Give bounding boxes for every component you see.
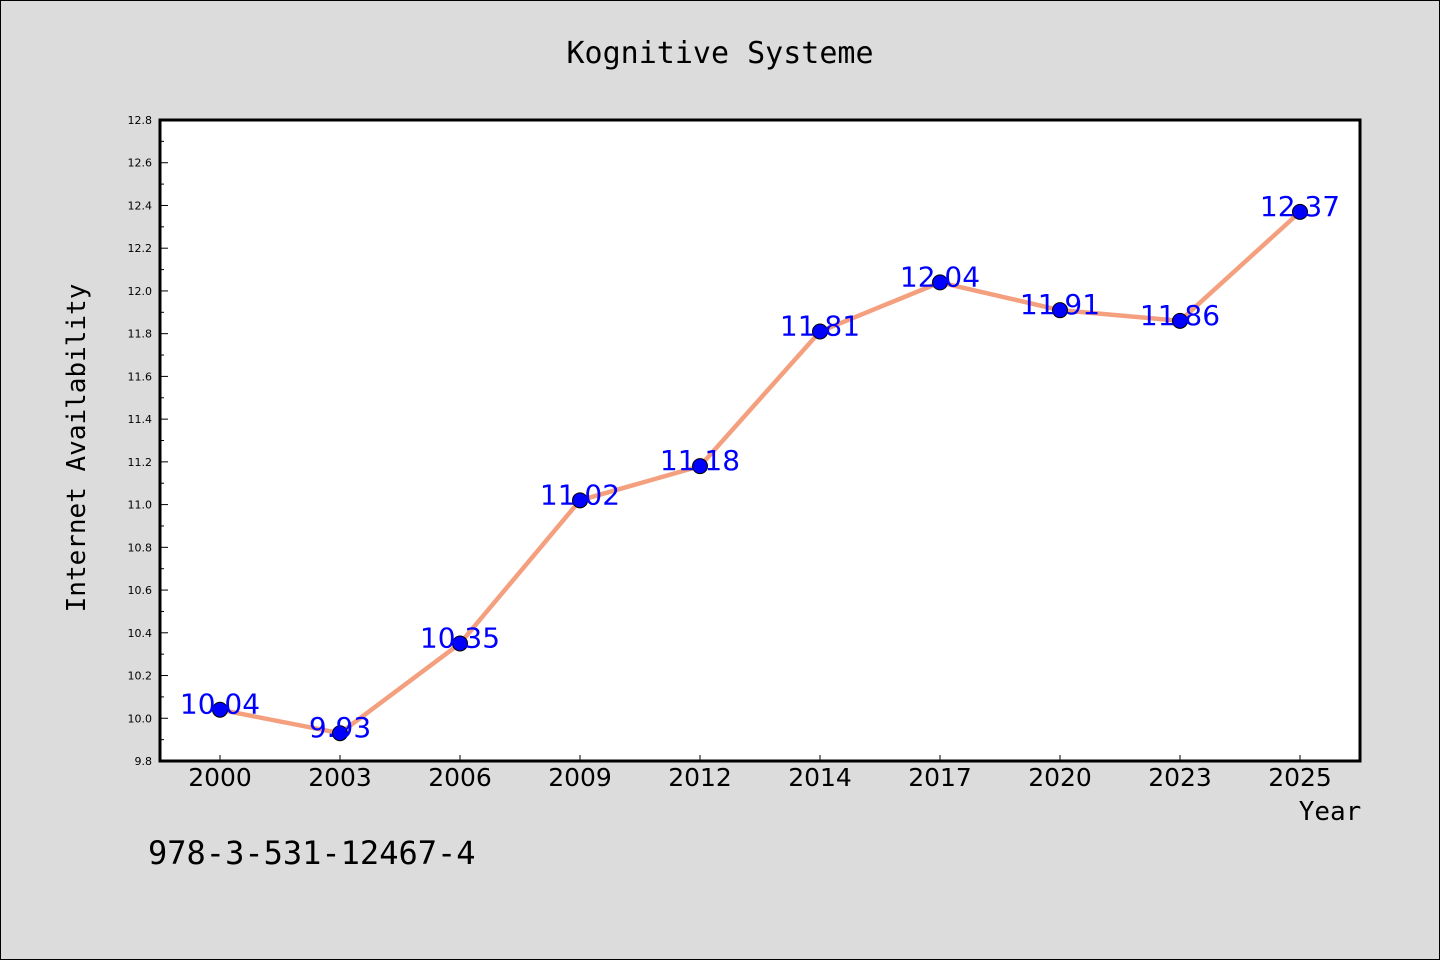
y-tick-label: 12.8 [128, 114, 153, 127]
data-point [1172, 312, 1188, 329]
x-tick-label: 2017 [908, 763, 972, 792]
y-tick-label: 12.4 [128, 199, 153, 212]
plot-area [160, 120, 1360, 761]
y-tick-label: 9.8 [135, 755, 153, 768]
series-layer: 10.04 9.93 10.35 11.02 11.18 11.81 12.04 11.91 1… [180, 190, 1340, 744]
y-tick-label: 10.4 [128, 627, 153, 640]
x-tick-label: 2000 [188, 763, 252, 792]
data-label: 11.18 [660, 444, 740, 477]
x-tick-label: 2009 [548, 763, 612, 792]
data-point [812, 323, 828, 340]
y-axis-label: Internet Availability [62, 284, 92, 613]
data-point [452, 635, 468, 652]
data-point [692, 458, 708, 475]
y-tick-label: 12.0 [128, 285, 153, 298]
data-label: 10.04 [180, 688, 260, 721]
y-tick-label: 11.6 [128, 370, 153, 383]
data-label: 11.81 [780, 310, 860, 343]
x-tick-label: 2014 [788, 763, 852, 792]
series-line [217, 209, 1303, 736]
chart-title: Kognitive Systeme [566, 36, 873, 71]
data-label: 11.86 [1140, 299, 1220, 332]
data-point [1052, 302, 1068, 319]
data-point [332, 725, 348, 742]
y-tick-label: 12.2 [128, 242, 153, 255]
y-tick-label: 11.0 [128, 499, 153, 512]
data-label: 9.93 [309, 711, 371, 744]
plot-border [158, 118, 1362, 763]
data-label: 11.02 [540, 478, 620, 511]
y-tick-label: 11.4 [128, 413, 153, 426]
x-tick-label: 2003 [308, 763, 372, 792]
y-tick-label: 10.8 [128, 541, 153, 554]
y-tick-label: 11.8 [128, 328, 153, 341]
data-point [932, 274, 948, 291]
x-axis-label: Year [1299, 797, 1362, 827]
y-tick-label: 10.2 [128, 670, 153, 683]
x-tick-label: 2025 [1268, 763, 1332, 792]
data-label: 10.35 [420, 621, 500, 654]
y-tick-label: 12.6 [128, 157, 153, 170]
data-label: 12.37 [1260, 190, 1340, 223]
data-point [572, 492, 588, 509]
y-tick-label: 10.6 [128, 584, 153, 597]
isbn-text: 978-3-531-12467-4 [148, 834, 476, 872]
y-tick-label: 10.0 [128, 712, 153, 725]
data-point [212, 701, 228, 718]
x-tick-label: 2012 [668, 763, 732, 792]
y-tick-label: 11.2 [128, 456, 153, 469]
x-tick-label: 2020 [1028, 763, 1092, 792]
data-point [1292, 203, 1308, 220]
x-tick-label: 2006 [428, 763, 492, 792]
data-label: 12.04 [900, 260, 980, 293]
data-label: 11.91 [1020, 288, 1100, 321]
x-tick-label: 2023 [1148, 763, 1212, 792]
x-axis: 2000 2003 2006 2009 2012 2014 2017 2020 2023 2025 [188, 755, 1332, 792]
